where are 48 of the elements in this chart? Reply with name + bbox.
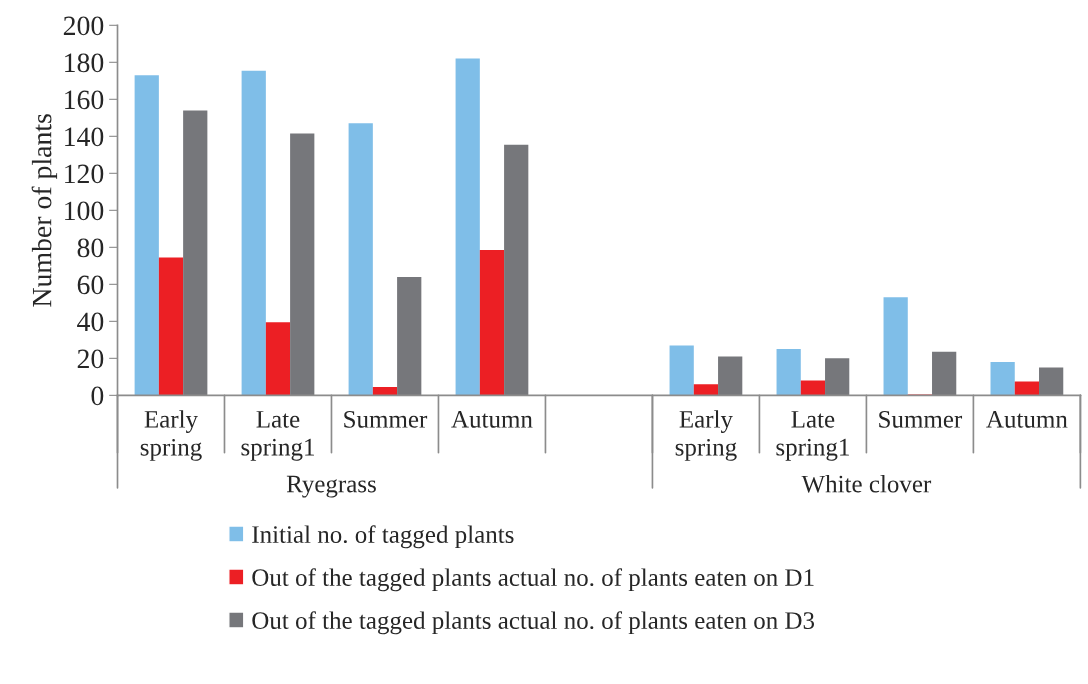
y-axis-title: Number of plants	[31, 114, 58, 307]
bar	[241, 70, 266, 396]
bar	[800, 380, 826, 396]
bar	[932, 351, 957, 396]
bar	[372, 387, 398, 396]
y-tick-label: 80	[77, 238, 104, 258]
bar	[504, 144, 529, 396]
bar	[990, 362, 1015, 396]
bar	[183, 110, 208, 396]
y-tick-label: 100	[65, 201, 104, 221]
text: Ryegrass	[286, 475, 376, 498]
bar	[479, 250, 505, 396]
x-tick-label: Late spring1	[776, 411, 849, 461]
bar	[825, 358, 850, 396]
y-tick-label: 180	[65, 53, 104, 73]
bar	[397, 276, 422, 396]
x-tick-label: Early spring	[140, 410, 202, 461]
x-tick-label: Early spring	[675, 410, 737, 461]
y-tick-label: 40	[77, 312, 104, 332]
y-tick-label: 20	[77, 349, 104, 369]
legend-label: Initial no. of tagged plants	[252, 525, 514, 549]
legend-label: Out of the tagged plants actual no. of plants eaten on D3	[252, 611, 815, 635]
text: White clover	[801, 474, 932, 493]
x-tick-label: Summer	[879, 410, 963, 428]
bar	[348, 123, 373, 396]
bar	[290, 133, 315, 396]
y-tick-label: 60	[77, 275, 104, 295]
y-tick-label: 200	[63, 16, 104, 36]
x-tick-label: Autumn	[451, 411, 533, 428]
bar	[693, 384, 719, 396]
bar	[718, 356, 743, 396]
bar	[455, 58, 480, 396]
bar	[1039, 367, 1064, 396]
y-tick-label: 0	[91, 386, 104, 406]
bar	[669, 345, 694, 396]
bar	[134, 75, 159, 396]
y-tick-label: 120	[65, 164, 104, 184]
x-tick-label: Late spring1	[241, 411, 314, 461]
bar	[158, 257, 184, 396]
bar	[1014, 381, 1040, 396]
x-tick-label: Summer	[344, 410, 428, 428]
bar	[776, 349, 801, 396]
bar	[883, 297, 908, 396]
x-tick-label: Autumn	[986, 411, 1068, 428]
y-tick-label: 140	[65, 127, 104, 147]
legend-label: Out of the tagged plants actual no. of plants eaten on D1	[252, 568, 814, 592]
y-tick-label: 160	[65, 90, 104, 110]
bar	[265, 322, 291, 396]
